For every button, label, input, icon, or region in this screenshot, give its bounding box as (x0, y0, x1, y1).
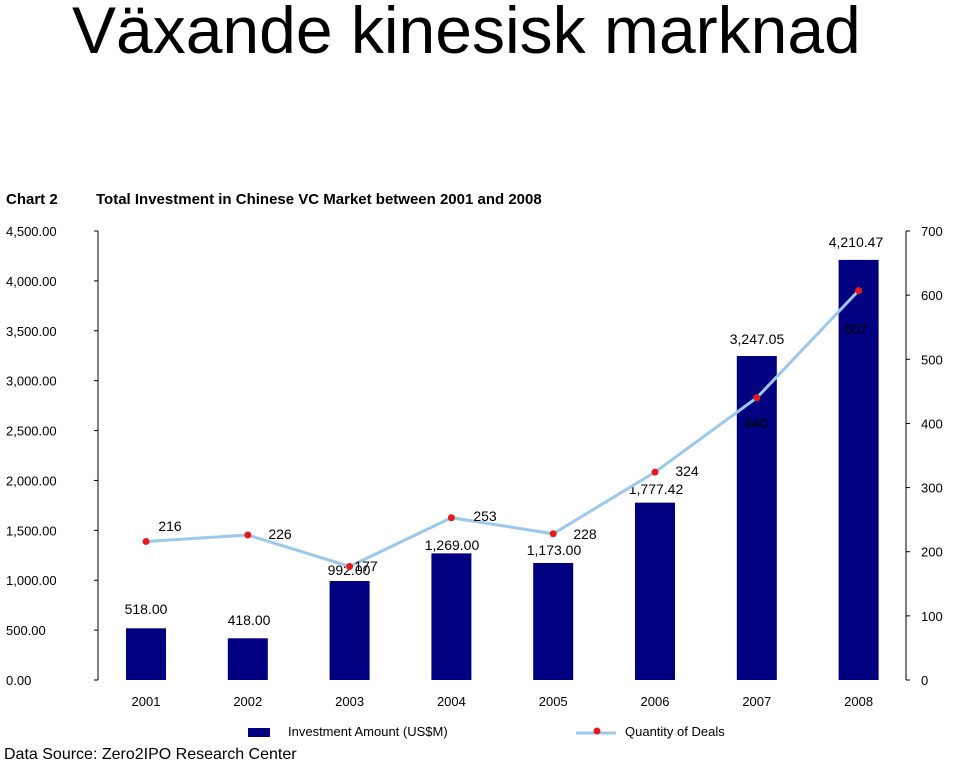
line-series: 216 226 177 253 228 324 440 607 (142, 287, 868, 574)
y-left-tick-label: 3,500.00 (6, 324, 57, 339)
bar (431, 553, 472, 680)
y-left-tick-label: 1,500.00 (6, 523, 57, 538)
deals-value-label: 228 (573, 526, 597, 542)
y-left-tick-label: 500.00 (6, 623, 46, 638)
bar (838, 259, 879, 680)
legend: Investment Amount (US$M) Quantity of Deal… (248, 724, 725, 739)
deals-point (447, 514, 455, 522)
x-tick-label: 2005 (539, 694, 568, 709)
deals-point (244, 531, 252, 539)
x-tick-label: 2001 (132, 694, 161, 709)
bar-value-label: 418.00 (228, 612, 271, 628)
x-tick-label: 2008 (844, 694, 873, 709)
x-tick-label: 2002 (233, 694, 262, 709)
deals-value-label: 324 (675, 463, 699, 479)
bar-value-label: 992.00 (328, 562, 371, 578)
x-tick-label: 2006 (641, 694, 670, 709)
y-right-tick-label: 600 (921, 288, 943, 303)
y-right-tick-label: 300 (921, 481, 943, 496)
deals-value-label: 226 (268, 526, 292, 542)
deals-point (753, 394, 761, 402)
slide-title: Växande kinesisk marknad (72, 0, 861, 67)
y-left-tick-label: 4,500.00 (6, 224, 57, 239)
deals-value-label: 440 (744, 415, 768, 431)
y-right-tick-label: 0 (921, 673, 928, 688)
bar-value-label: 518.00 (125, 601, 168, 617)
y-left-tick-label: 1,000.00 (6, 573, 57, 588)
deals-value-label: 216 (158, 518, 182, 534)
bar-series: 518.00 418.00 992.00 1,269.00 1,173.00 1,777.… (125, 234, 884, 680)
y-left-tick-label: 3,000.00 (6, 374, 57, 389)
deals-value-label: 177 (354, 558, 378, 574)
bar-value-label: 1,173.00 (527, 542, 582, 558)
bar-value-label: 1,777.42 (629, 481, 684, 497)
y-right-tick-label: 200 (921, 545, 943, 560)
legend-label-investment: Investment Amount (US$M) (288, 724, 448, 739)
deals-value-label: 253 (473, 508, 497, 524)
y-right-tick-label: 400 (921, 416, 943, 431)
y-right-tick-label: 100 (921, 609, 943, 624)
bar (227, 638, 268, 680)
y-left-tick-label: 2,000.00 (6, 473, 57, 488)
legend-swatch-deals-marker (593, 727, 601, 735)
y-right-tick-label: 500 (921, 352, 943, 367)
y-left-tick-label: 2,500.00 (6, 424, 57, 439)
axes: 0.00 500.00 1,000.00 1,500.00 2,000.00 2,500.… (6, 224, 943, 709)
x-tick-label: 2003 (335, 694, 364, 709)
deals-point (855, 287, 863, 295)
deals-point (549, 530, 557, 538)
y-right-tick-label: 700 (921, 224, 943, 239)
data-source: Data Source: Zero2IPO Research Center (4, 746, 297, 763)
y-left-tick-label: 4,000.00 (6, 274, 57, 289)
chart-label: Chart 2 (6, 191, 58, 208)
bar-value-label: 4,210.47 (829, 234, 884, 250)
y-left-tick-label: 0.00 (6, 673, 31, 688)
deals-line (145, 289, 860, 569)
bar-value-label: 3,247.05 (730, 331, 785, 347)
deals-point (142, 537, 150, 545)
bar-value-label: 1,269.00 (425, 537, 480, 553)
bar (533, 562, 574, 680)
x-tick-label: 2004 (437, 694, 466, 709)
bar (736, 356, 777, 680)
deals-point (346, 562, 354, 570)
bar (126, 628, 166, 680)
legend-swatch-investment (248, 728, 270, 737)
bar (635, 502, 675, 680)
deals-value-label: 607 (844, 321, 868, 337)
deals-point (651, 468, 659, 476)
x-tick-label: 2007 (742, 694, 771, 709)
bar (329, 581, 370, 680)
chart-title: Total Investment in Chinese VC Market be… (96, 191, 542, 208)
legend-label-deals: Quantity of Deals (625, 724, 725, 739)
